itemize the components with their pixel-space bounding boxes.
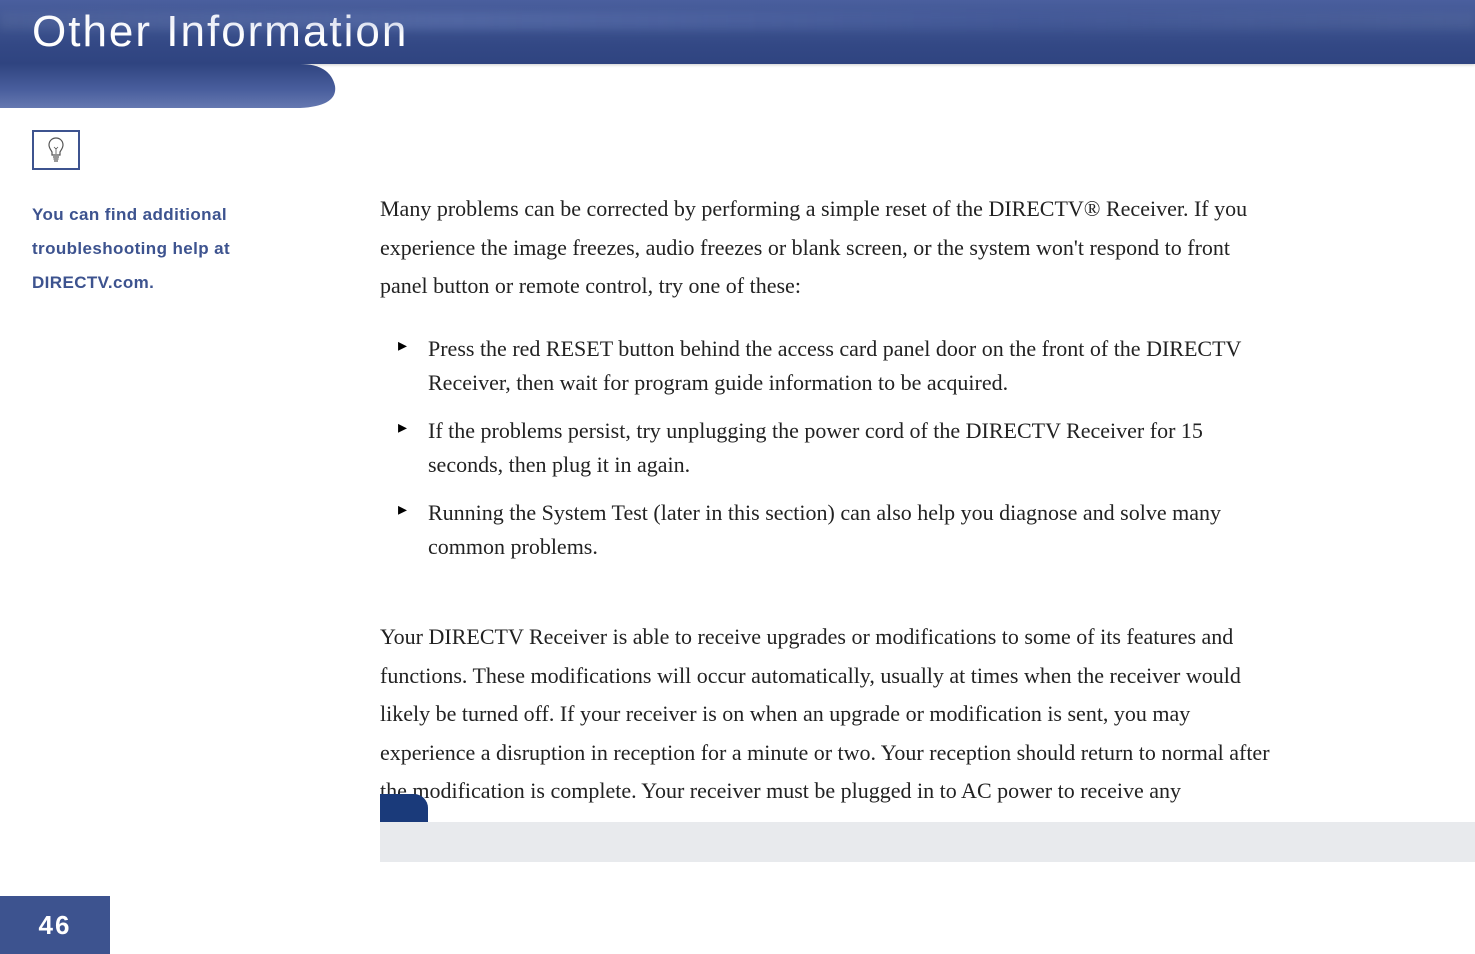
footer-tab-decoration — [380, 794, 428, 822]
troubleshoot-bullet-list: Press the red RESET button behind the ac… — [398, 332, 1280, 565]
bullet-item: Press the red RESET button behind the ac… — [398, 332, 1280, 400]
bullet-item: If the problems persist, try unplugging … — [398, 414, 1280, 482]
sidebar-tip-text: You can find additional troubleshooting … — [32, 198, 312, 300]
tip-icon-box — [32, 130, 80, 170]
header-curve-decoration — [0, 64, 340, 114]
intro-paragraph: Many problems can be corrected by perfor… — [380, 190, 1280, 306]
bullet-item: Running the System Test (later in this s… — [398, 496, 1280, 564]
lightbulb-icon — [45, 136, 67, 164]
sidebar: You can find additional troubleshooting … — [32, 130, 312, 300]
footer-band — [380, 822, 1475, 862]
page-number: 46 — [39, 910, 72, 941]
page-number-box: 46 — [0, 896, 110, 954]
header-band: Other Information — [0, 0, 1475, 64]
main-content: Many problems can be corrected by perfor… — [380, 190, 1280, 837]
page-title: Other Information — [0, 0, 1475, 64]
upgrades-paragraph: Your DIRECTV Receiver is able to receive… — [380, 618, 1280, 811]
